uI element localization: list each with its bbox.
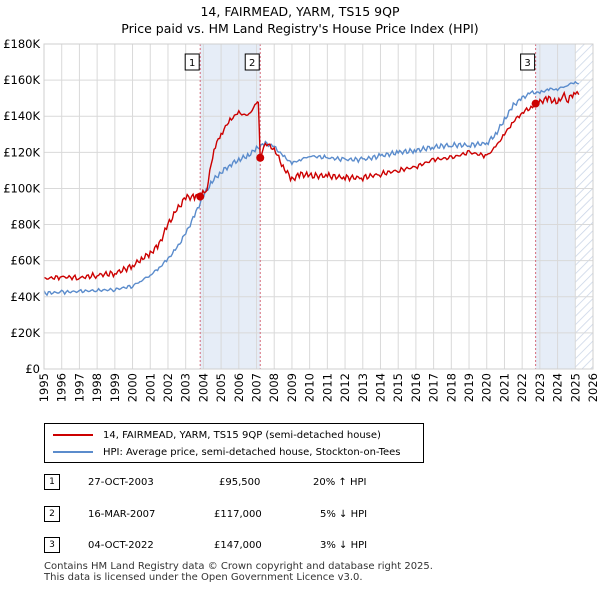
- x-tick-label: 2005: [214, 373, 228, 402]
- x-tick-label: 2015: [391, 373, 405, 402]
- sale-point: [256, 153, 265, 162]
- transaction-number-badge: 3: [44, 537, 60, 553]
- x-tick-label: 1998: [90, 373, 104, 402]
- x-tick-label: 1995: [37, 373, 51, 402]
- page-title: 14, FAIRMEAD, YARM, TS15 9QP: [200, 4, 400, 19]
- x-tick-label: 2001: [143, 373, 157, 402]
- x-tick-label: 2025: [568, 373, 582, 402]
- footer-copyright: Contains HM Land Registry data © Crown c…: [44, 561, 433, 572]
- x-tick-label: 2008: [267, 373, 281, 402]
- y-tick-label: £80K: [11, 218, 41, 232]
- x-tick-label: 2022: [515, 373, 529, 402]
- footer: Contains HM Land Registry data © Crown c…: [44, 561, 433, 583]
- transaction-date: 27-OCT-2003: [88, 477, 154, 488]
- x-tick-label: 2026: [586, 373, 600, 402]
- x-tick-label: 2002: [161, 373, 175, 402]
- y-tick-label: £120K: [3, 145, 40, 159]
- transaction-box: [520, 53, 536, 71]
- y-tick-label: £100K: [3, 181, 40, 195]
- plot-frame: [43, 43, 594, 370]
- transaction-box: [184, 53, 200, 71]
- hpi-series-line: [43, 80, 579, 297]
- x-tick-label: 2023: [533, 373, 547, 402]
- table-row: 2 16-MAR-2007 £117,000 5% ↓ HPI: [44, 506, 444, 524]
- x-tick-label: 2013: [356, 373, 370, 402]
- x-tick-label: 2009: [285, 373, 299, 402]
- legend-label-hpi: HPI: Average price, semi-detached house,…: [103, 446, 401, 458]
- transaction-price: £147,000: [214, 540, 262, 551]
- x-tick-label: 1996: [55, 373, 69, 402]
- x-tick-label: 2007: [250, 373, 264, 402]
- x-tick-label: 2004: [196, 373, 210, 402]
- x-tick-label: 2006: [232, 373, 246, 402]
- x-tick-label: 2021: [497, 373, 511, 402]
- future-hatch: [575, 44, 593, 369]
- x-tick-label: 2024: [551, 373, 565, 402]
- footer-licence: This data is licensed under the Open Gov…: [44, 572, 363, 583]
- table-row: 3 04-OCT-2022 £147,000 3% ↓ HPI: [44, 537, 444, 555]
- legend-label-price: 14, FAIRMEAD, YARM, TS15 9QP (semi-detac…: [103, 429, 381, 441]
- sale-point: [531, 99, 540, 108]
- x-tick-label: 1997: [72, 373, 86, 402]
- ownership-shade-3: [535, 44, 576, 369]
- y-tick-label: £40K: [11, 290, 41, 304]
- legend-item-hpi: HPI: Average price, semi-detached house,…: [53, 444, 401, 460]
- price-chart: 1 2 3 £0 £20K £40K £60K £80K £100K £120K £140K £16…: [3, 37, 600, 402]
- x-tick-label: 2020: [480, 373, 494, 402]
- transaction-number-badge: 2: [44, 506, 60, 522]
- y-tick-label: £20K: [11, 326, 41, 340]
- y-tick-label: £60K: [11, 254, 41, 268]
- transaction-hpi: 20% ↑ HPI: [313, 477, 367, 488]
- x-tick-label: 2018: [444, 373, 458, 402]
- chart-legend: 14, FAIRMEAD, YARM, TS15 9QP (semi-detac…: [44, 423, 424, 463]
- table-row: 1 27-OCT-2003 £95,500 20% ↑ HPI: [44, 474, 444, 492]
- x-tick-label: 2016: [409, 373, 423, 402]
- transaction-date: 16-MAR-2007: [88, 509, 156, 520]
- y-tick-label: £140K: [3, 109, 40, 123]
- transaction-box-label: 1: [189, 58, 195, 69]
- y-tick-label: £180K: [3, 37, 40, 51]
- y-tick-label: £0: [25, 362, 40, 376]
- transaction-number-badge: 1: [44, 474, 60, 490]
- transaction-box-label: 2: [249, 58, 255, 69]
- x-tick-label: 2003: [179, 373, 193, 402]
- transaction-price: £95,500: [219, 477, 261, 488]
- legend-swatch-hpi: [53, 451, 93, 453]
- transaction-box: [244, 53, 260, 71]
- x-tick-label: 2012: [338, 373, 352, 402]
- transaction-price: £117,000: [214, 509, 262, 520]
- sale-point: [196, 192, 205, 201]
- x-tick-label: 2011: [320, 373, 334, 402]
- price-series-line: [43, 90, 580, 282]
- ownership-shade-1: [200, 44, 261, 369]
- transaction-hpi: 5% ↓ HPI: [320, 509, 368, 520]
- x-tick-label: 1999: [108, 373, 122, 402]
- legend-item-price: 14, FAIRMEAD, YARM, TS15 9QP (semi-detac…: [53, 427, 381, 443]
- chart-subtitle: Price paid vs. HM Land Registry's House …: [121, 21, 479, 36]
- x-tick-label: 2000: [126, 373, 140, 402]
- transaction-date: 04-OCT-2022: [88, 540, 154, 551]
- x-tick-label: 2014: [373, 373, 387, 402]
- x-tick-label: 2019: [462, 373, 476, 402]
- transaction-hpi: 3% ↓ HPI: [320, 540, 368, 551]
- x-tick-label: 2010: [303, 373, 317, 402]
- legend-swatch-price: [53, 434, 93, 436]
- transaction-box-label: 3: [524, 58, 530, 69]
- x-tick-label: 2017: [427, 373, 441, 402]
- y-tick-label: £160K: [3, 73, 40, 87]
